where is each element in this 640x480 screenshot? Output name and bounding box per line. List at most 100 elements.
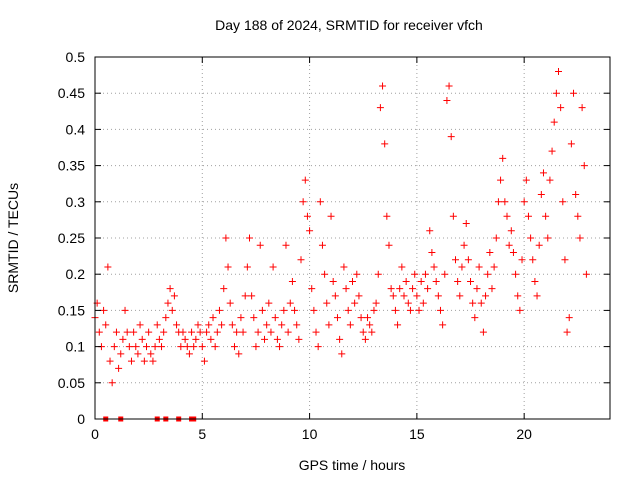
data-point bbox=[168, 306, 176, 314]
data-point bbox=[359, 328, 367, 336]
data-point bbox=[108, 379, 116, 387]
data-point bbox=[112, 328, 120, 336]
data-point bbox=[340, 263, 348, 271]
data-point bbox=[170, 292, 178, 300]
data-point bbox=[271, 314, 279, 322]
data-point bbox=[381, 140, 389, 148]
data-point bbox=[351, 299, 359, 307]
data-point bbox=[183, 343, 191, 351]
data-point bbox=[198, 343, 206, 351]
data-point bbox=[411, 270, 419, 278]
data-point bbox=[372, 299, 380, 307]
data-point bbox=[269, 263, 277, 271]
data-point bbox=[434, 292, 442, 300]
data-point bbox=[475, 263, 483, 271]
chart-title: Day 188 of 2024, SRMTID for receiver vfc… bbox=[215, 17, 483, 33]
data-point bbox=[391, 306, 399, 314]
data-point bbox=[490, 263, 498, 271]
data-point bbox=[333, 314, 341, 322]
data-point bbox=[527, 234, 535, 242]
data-point bbox=[145, 328, 153, 336]
data-point bbox=[316, 198, 324, 206]
data-point bbox=[572, 191, 580, 199]
data-point bbox=[226, 299, 234, 307]
data-point bbox=[417, 277, 425, 285]
grid-lines bbox=[95, 57, 610, 419]
data-point bbox=[346, 321, 354, 329]
data-point bbox=[243, 263, 251, 271]
data-point bbox=[531, 277, 539, 285]
data-point bbox=[452, 256, 459, 264]
data-point bbox=[299, 198, 307, 206]
data-point bbox=[497, 176, 505, 184]
data-point bbox=[458, 263, 466, 271]
data-point bbox=[505, 241, 513, 249]
x-tick-label: 5 bbox=[198, 426, 206, 442]
y-tick-label: 0.05 bbox=[58, 375, 85, 391]
data-point bbox=[447, 133, 455, 141]
data-point bbox=[546, 176, 554, 184]
data-point bbox=[235, 350, 243, 358]
data-point bbox=[301, 176, 309, 184]
data-point bbox=[286, 299, 294, 307]
data-point bbox=[252, 343, 260, 351]
data-point bbox=[147, 350, 155, 358]
data-point bbox=[432, 277, 440, 285]
data-point bbox=[473, 285, 481, 293]
data-point bbox=[228, 321, 236, 329]
data-point bbox=[143, 343, 150, 351]
data-point bbox=[188, 328, 196, 336]
y-tick-label: 0.4 bbox=[66, 121, 86, 137]
data-point bbox=[467, 277, 475, 285]
data-point bbox=[368, 328, 376, 336]
x-axis-label: GPS time / hours bbox=[299, 457, 406, 473]
data-point bbox=[555, 67, 562, 75]
data-point bbox=[514, 292, 522, 300]
data-point bbox=[533, 292, 541, 300]
data-point bbox=[297, 256, 305, 264]
data-point bbox=[484, 270, 492, 278]
data-point bbox=[471, 314, 479, 322]
data-point bbox=[374, 270, 382, 278]
data-point bbox=[282, 241, 290, 249]
data-point bbox=[529, 256, 537, 264]
data-point bbox=[323, 299, 331, 307]
data-point bbox=[224, 263, 232, 271]
y-tick-label: 0.35 bbox=[58, 158, 85, 174]
data-point bbox=[233, 328, 241, 336]
data-point bbox=[230, 343, 238, 351]
y-axis-label: SRMTID / TECUs bbox=[5, 183, 21, 293]
data-point bbox=[454, 277, 462, 285]
data-point bbox=[119, 335, 127, 343]
data-point bbox=[436, 306, 444, 314]
data-points bbox=[91, 67, 590, 387]
data-point bbox=[200, 357, 208, 365]
y-axis-ticks: 0 0.05 0.1 0.15 0.2 0.25 0.3 0.35 0.4 0.45 0.5 bbox=[58, 49, 610, 427]
data-point bbox=[158, 343, 166, 351]
data-point bbox=[284, 328, 292, 336]
data-point bbox=[295, 335, 303, 343]
data-point bbox=[518, 256, 526, 264]
data-point bbox=[336, 335, 344, 343]
data-point bbox=[552, 89, 560, 97]
data-point bbox=[181, 335, 189, 343]
data-point bbox=[293, 321, 301, 329]
data-point bbox=[203, 328, 211, 336]
data-point bbox=[329, 277, 337, 285]
data-point bbox=[409, 285, 417, 293]
data-point bbox=[237, 314, 245, 322]
data-point bbox=[544, 234, 552, 242]
x-tick-label: 15 bbox=[409, 426, 425, 442]
data-point bbox=[482, 292, 490, 300]
data-point bbox=[153, 321, 161, 329]
x-axis-ticks: 0 5 10 15 20 bbox=[91, 57, 532, 442]
data-point bbox=[462, 220, 470, 228]
data-point bbox=[250, 314, 258, 322]
data-point bbox=[117, 350, 125, 358]
data-point bbox=[396, 285, 404, 293]
y-tick-label: 0.3 bbox=[66, 194, 86, 210]
data-point bbox=[179, 328, 187, 336]
data-point bbox=[580, 162, 588, 170]
data-point bbox=[102, 321, 110, 329]
data-point bbox=[160, 328, 168, 336]
